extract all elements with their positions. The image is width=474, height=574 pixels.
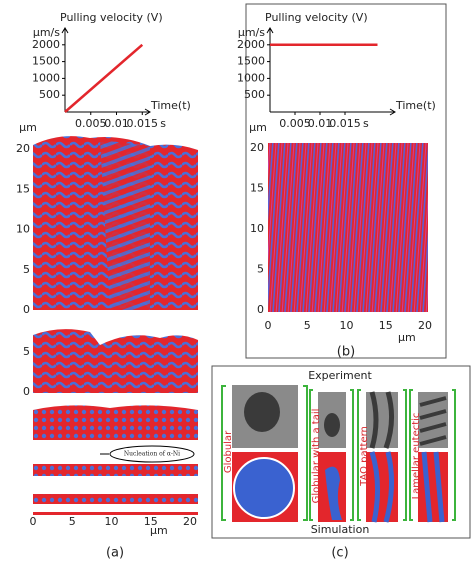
chart-title: Pulling velocity (V): [265, 11, 368, 24]
micrograph: [33, 329, 198, 393]
micrograph: [268, 143, 428, 312]
y-tick-label: 5: [23, 345, 30, 358]
x-unit: s: [363, 117, 369, 130]
y-tick-label: 2000: [32, 38, 60, 51]
x-tick-label: 0.01: [308, 117, 333, 130]
photo: [369, 391, 394, 449]
y-tick-label: 1500: [237, 55, 265, 68]
brackets: [221, 385, 456, 521]
annotation-box: [109, 445, 195, 463]
y-tick-label: 0: [23, 385, 30, 398]
y-tick-label: 5: [23, 263, 30, 276]
y-tick-label: 5: [257, 263, 264, 276]
line: [64, 43, 144, 113]
x-axis-label: Time(t): [150, 99, 191, 112]
x-tick-label: 0: [30, 515, 37, 528]
x-tick-label: 0.01: [104, 117, 129, 130]
column-label: Lamellar eutectic: [411, 413, 422, 500]
y-tick-label: 15: [250, 182, 264, 195]
row-label: Simulation: [311, 523, 370, 536]
x-tick-label: 0.015: [329, 117, 361, 130]
x-tick-label: 5: [69, 515, 76, 528]
y-tick-label: 1000: [237, 71, 265, 84]
sim: [325, 466, 342, 520]
y-unit: µm/s: [238, 26, 265, 39]
y-tick-label: 10: [16, 223, 30, 236]
photo: [324, 413, 340, 437]
micrograph: [33, 512, 198, 515]
y-tick-label: 15: [16, 182, 30, 195]
micrograph: [33, 494, 198, 504]
column-label: TAO pattern: [359, 426, 370, 487]
panel-label: (b): [337, 345, 355, 360]
y-tick-label: 10: [250, 222, 264, 235]
x-tick-label: 0.005: [75, 117, 107, 130]
micrograph: [33, 405, 198, 440]
arrow: [61, 27, 69, 34]
panel-label: (a): [106, 546, 124, 561]
column-label: Globular with a tail: [311, 409, 322, 504]
x-axis-label: Time(t): [395, 99, 436, 112]
unit-label: µm: [249, 121, 267, 134]
y-tick-label: 0: [23, 303, 30, 316]
x-tick-label: 10: [105, 515, 119, 528]
y-tick-label: 2000: [237, 38, 265, 51]
row-label: Experiment: [308, 369, 372, 382]
x-tick-label: 15: [144, 515, 158, 528]
x-tick-label: 0: [265, 319, 272, 332]
x-tick-label: 20: [183, 515, 197, 528]
column-label: Globular: [223, 430, 234, 473]
y-tick-label: 500: [39, 88, 60, 101]
arrow: [144, 108, 151, 116]
micrograph: [33, 464, 198, 476]
photo: [419, 396, 447, 446]
x-tick-label: 0.005: [279, 117, 311, 130]
y-tick-label: 1000: [32, 71, 60, 84]
panel-frame: [245, 3, 447, 359]
micrograph: [100, 140, 150, 310]
x-tick-label: 10: [340, 319, 354, 332]
x-unit: s: [160, 117, 166, 130]
x-tick-label: 15: [379, 319, 393, 332]
x-tick-label: 20: [418, 319, 432, 332]
unit-label: µm: [398, 331, 416, 344]
y-tick-label: 0: [257, 303, 264, 316]
arrow: [266, 27, 274, 34]
photo: [244, 392, 280, 432]
y-tick-label: 20: [16, 142, 30, 155]
unit-label: µm: [150, 524, 168, 537]
annotation: Nucleation of α-Ni: [124, 451, 180, 458]
y-tick-label: 20: [250, 141, 264, 154]
sim: [233, 457, 295, 519]
y-unit: µm/s: [33, 26, 60, 39]
y-tick-label: 500: [244, 88, 265, 101]
chart-title: Pulling velocity (V): [60, 11, 163, 24]
panel-frame: [211, 365, 471, 539]
x-tick-label: 0.015: [127, 117, 159, 130]
panel-label: (c): [331, 546, 348, 561]
x-tick-label: 5: [304, 319, 311, 332]
y-tick-label: 1500: [32, 55, 60, 68]
sim: [421, 451, 445, 523]
unit-label: µm: [19, 121, 37, 134]
sim: [369, 451, 395, 523]
micrographs-a: Nucleation of α-Ni µm µm (a): [19, 121, 198, 561]
arrow: [389, 108, 396, 116]
